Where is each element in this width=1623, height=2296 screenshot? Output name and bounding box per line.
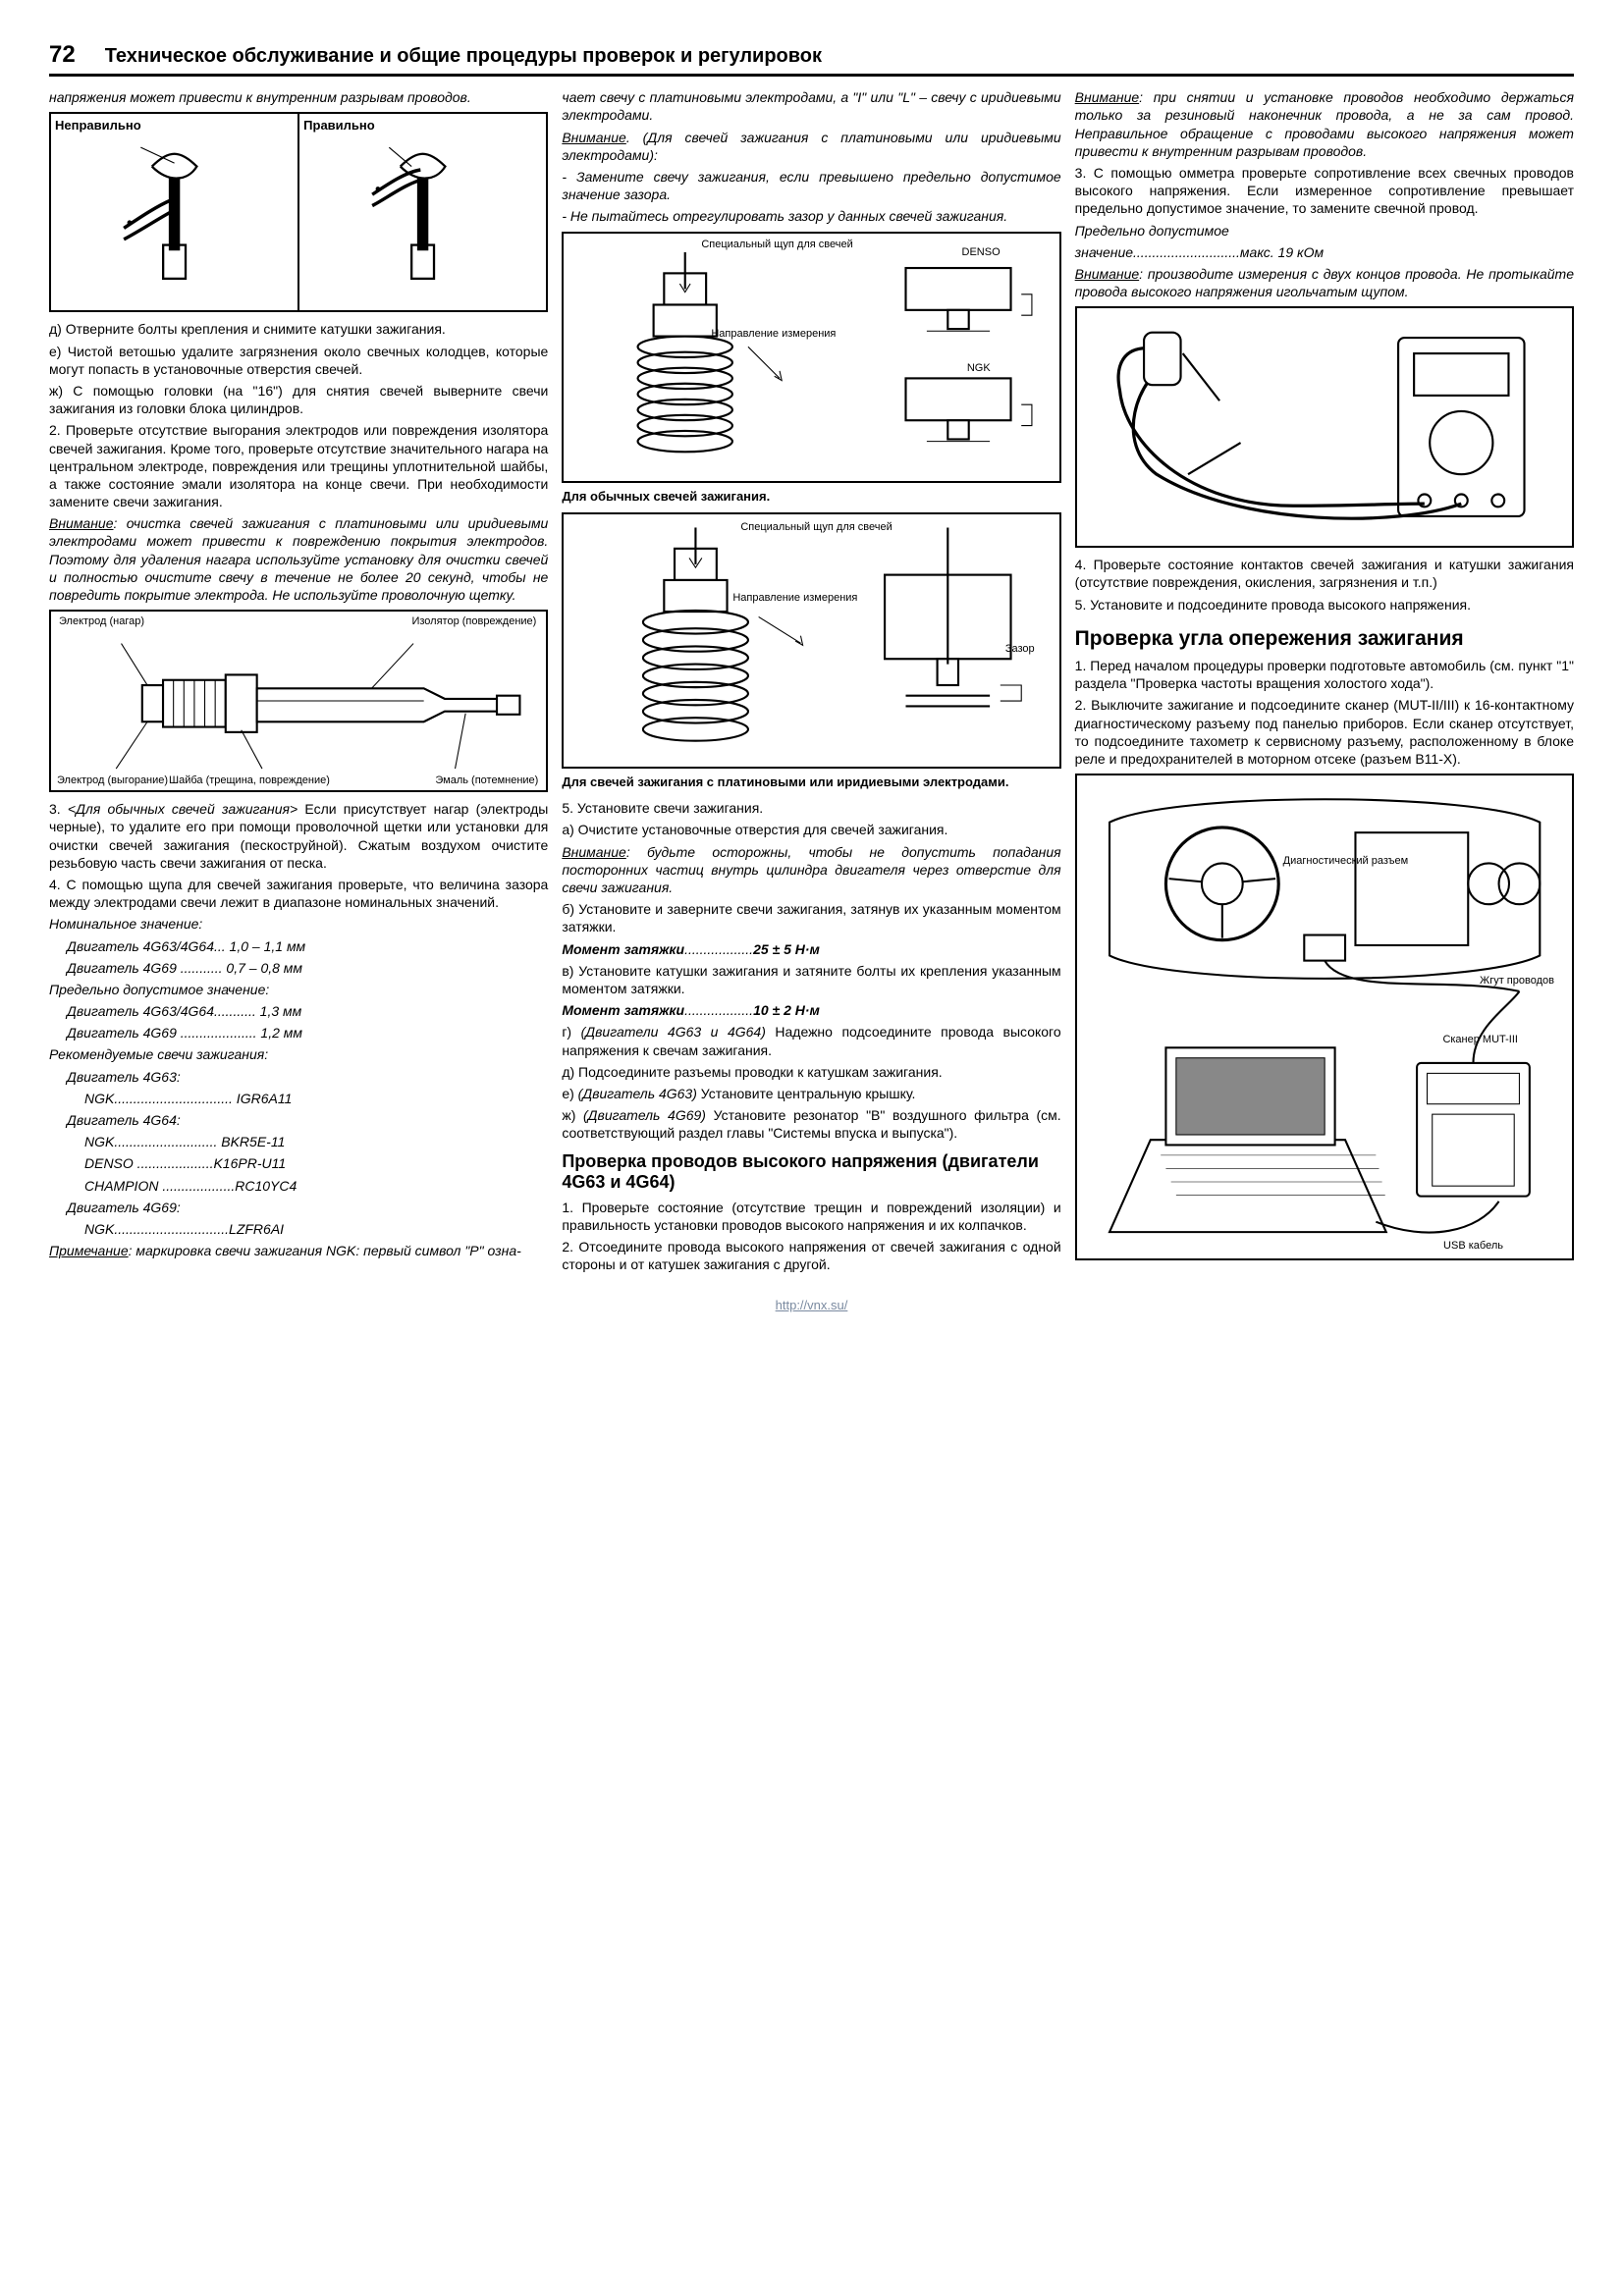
e69-ngk: NGK..............................LZFR6AI: [49, 1220, 548, 1238]
warn-1: ВниманиеВнимание: очистка свечей зажиган…: [49, 514, 548, 604]
gauge2-svg: [569, 520, 1053, 761]
warn-c2-1a: - Замените свечу зажигания, если превыше…: [562, 168, 1060, 203]
e64-ngk: NGK........................... BKR5E-11: [49, 1133, 548, 1150]
page-number: 72: [49, 39, 76, 70]
p-cont: чает свечу с платиновыми электродами, а …: [562, 88, 1060, 124]
warn-c2-1b: - Не пытайтесь отрегулировать зазор у да…: [562, 207, 1060, 225]
warn-c2-2: Внимание: будьте осторожны, чтобы не доп…: [562, 843, 1060, 897]
c3-warn: Внимание: при снятии и установке проводо…: [1075, 88, 1574, 160]
p-5a: а) Очистите установочные отверстия для с…: [562, 821, 1060, 838]
annot2-gauge: Специальный щуп для свечей: [740, 520, 892, 534]
warn-c2-1: Внимание. (Для свечей зажигания с платин…: [562, 129, 1060, 164]
c3-warn2: Внимание: производите измерения с двух к…: [1075, 265, 1574, 300]
c3-p5: 5. Установите и подсоедините провода выс…: [1075, 596, 1574, 614]
figure-scanner: Диагностический разъем Жгут проводов Ска…: [1075, 774, 1574, 1260]
column-2: чает свечу с платиновыми электродами, а …: [562, 88, 1060, 1277]
spark-parts-svg: [57, 617, 540, 784]
fig-wrong-label: Неправильно: [55, 118, 294, 134]
p-5d: д) Подсоедините разъемы проводки к катуш…: [562, 1063, 1060, 1081]
figure-multimeter: [1075, 306, 1574, 548]
c3-pp1: 1. Перед началом процедуры проверки подг…: [1075, 657, 1574, 692]
p-e: е) Чистой ветошью удалите загрязнения ок…: [49, 343, 548, 378]
c3-p3: 3. С помощью омметра проверьте сопротивл…: [1075, 164, 1574, 218]
gauge1-svg: [569, 240, 1053, 475]
rec-h: Рекомендуемые свечи зажигания:: [49, 1045, 548, 1063]
c3-lim-v: значение............................макс…: [1075, 243, 1574, 261]
figure-wrong-right: Неправильно Правильно: [49, 112, 548, 312]
pp1: 1. Проверьте состояние (отсутствие трещи…: [562, 1199, 1060, 1234]
annot-insulator: Изолятор (повреждение): [411, 614, 536, 628]
pp2: 2. Отсоедините провода высокого напряжен…: [562, 1238, 1060, 1273]
limit-2: Двигатель 4G69 .................... 1,2 …: [49, 1024, 548, 1041]
annot-scanner: Сканер MUT-III: [1442, 1033, 1518, 1046]
p-5g: г) (Двигатели 4G63 и 4G64) Надежно подсо…: [562, 1023, 1060, 1058]
e63: Двигатель 4G63:: [49, 1068, 548, 1086]
annot-gauge: Специальный щуп для свечей: [701, 238, 852, 251]
p-5: 5. Установите свечи зажигания.: [562, 799, 1060, 817]
annot-ngk: NGK: [967, 361, 991, 375]
nominal-1: Двигатель 4G63/4G64... 1,0 – 1,1 мм: [49, 937, 548, 955]
heading-hv-check: Проверка проводов высокого напряжения (д…: [562, 1151, 1060, 1192]
annot-diag: Диагностический разъем: [1283, 854, 1409, 868]
p-d: д) Отверните болты крепления и снимите к…: [49, 320, 548, 338]
fig-right: Правильно: [299, 114, 546, 310]
cap-regular: Для обычных свечей зажигания.: [562, 489, 1060, 506]
scanner-svg: [1083, 781, 1566, 1253]
heading-timing: Проверка угла опережения зажигания: [1075, 627, 1574, 651]
annot-denso: DENSO: [962, 245, 1001, 259]
limit-1: Двигатель 4G63/4G64........... 1,3 мм: [49, 1002, 548, 1020]
torque-1: Момент затяжки..................25 ± 5 Н…: [562, 940, 1060, 958]
fig-right-svg: [303, 138, 542, 295]
content-columns: напряжения может привести к внутренним р…: [49, 88, 1574, 1277]
c3-pp2: 2. Выключите зажигание и подсоедините ск…: [1075, 696, 1574, 768]
figure-gauge-platinum: Специальный щуп для свечей Направление и…: [562, 512, 1060, 769]
annot-electrode-burn: Электрод (выгорание): [57, 774, 168, 787]
p-4: 4. С помощью щупа для свечей зажигания п…: [49, 876, 548, 911]
e69: Двигатель 4G69:: [49, 1199, 548, 1216]
e64-champ: CHAMPION ...................RC10YC4: [49, 1177, 548, 1195]
p-2: 2. Проверьте отсутствие выгорания электр…: [49, 421, 548, 510]
fig-wrong-svg: [55, 138, 294, 295]
annot-washer: Шайба (трещина, повреждение): [169, 774, 330, 787]
annot2-gap: Зазор: [1005, 642, 1035, 656]
annot-usb: USB кабель: [1443, 1239, 1503, 1253]
column-1: напряжения может привести к внутренним р…: [49, 88, 548, 1277]
column-3: Внимание: при снятии и установке проводо…: [1075, 88, 1574, 1277]
annot-electrode-soot: Электрод (нагар): [59, 614, 144, 628]
e64-denso: DENSO ....................K16PR-U11: [49, 1154, 548, 1172]
p-zh: ж) С помощью головки (на "16") для сняти…: [49, 382, 548, 417]
nominal-h: Номинальное значение:: [49, 915, 548, 933]
note: Примечание: маркировка свечи зажигания N…: [49, 1242, 548, 1259]
annot-enamel: Эмаль (потемнение): [435, 774, 538, 787]
annot2-direction: Направление измерения: [732, 591, 857, 605]
p-5v: в) Установите катушки зажигания и затяни…: [562, 962, 1060, 997]
intro-text: напряжения может привести к внутренним р…: [49, 88, 548, 106]
annot-harness: Жгут проводов: [1480, 974, 1554, 988]
fig-wrong: Неправильно: [51, 114, 299, 310]
p-5zh: ж) (Двигатель 4G69) Установите резонатор…: [562, 1106, 1060, 1142]
page-title: Техническое обслуживание и общие процеду…: [105, 43, 822, 69]
p-5b: б) Установите и заверните свечи зажигани…: [562, 900, 1060, 935]
p-5e: е) (Двигатель 4G63) Установите центральн…: [562, 1085, 1060, 1102]
e64: Двигатель 4G64:: [49, 1111, 548, 1129]
figure-spark-parts: Электрод (нагар) Изолятор (повреждение) …: [49, 610, 548, 792]
footer-link[interactable]: http://vnx.su/: [49, 1298, 1574, 1314]
e63-ngk: NGK............................... IGR6A…: [49, 1090, 548, 1107]
nominal-2: Двигатель 4G69 ........... 0,7 – 0,8 мм: [49, 959, 548, 977]
p-3: 3. <Для обычных свечей зажигания> Если п…: [49, 800, 548, 872]
c3-lim-h: Предельно допустимое: [1075, 222, 1574, 240]
cap-platinum: Для свечей зажигания с платиновыми или и…: [562, 774, 1060, 791]
page-header: 72 Техническое обслуживание и общие проц…: [49, 39, 1574, 77]
multimeter-svg: [1083, 314, 1566, 540]
c3-p4: 4. Проверьте состояние контактов свечей …: [1075, 556, 1574, 591]
fig-right-label: Правильно: [303, 118, 542, 134]
figure-gauge-regular: Специальный щуп для свечей Направление и…: [562, 232, 1060, 483]
torque-2: Момент затяжки..................10 ± 2 Н…: [562, 1001, 1060, 1019]
annot-direction: Направление измерения: [711, 327, 836, 341]
limit-h: Предельно допустимое значение:: [49, 981, 548, 998]
